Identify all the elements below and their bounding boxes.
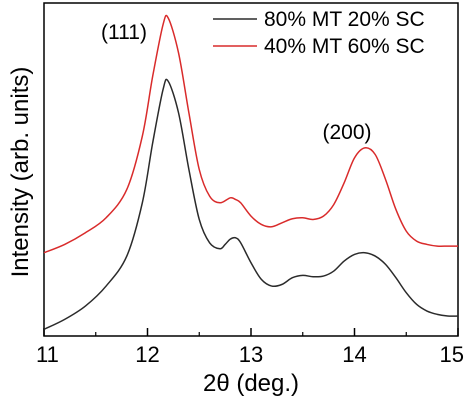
x-tick-label-12: 12: [135, 342, 159, 367]
series-line-0: [43, 78, 459, 331]
annotation-111: (111): [101, 21, 147, 44]
x-axis-title: 2θ (deg.): [203, 370, 299, 397]
plot-curves: [43, 14, 459, 331]
series-line-1: [43, 14, 458, 254]
x-tick-label-14: 14: [342, 342, 366, 367]
x-axis-ticks: 11 12 13 14 15: [36, 328, 464, 367]
legend-label-80mt: 80% MT 20% SC: [264, 8, 425, 31]
x-tick-label-11: 11: [36, 342, 59, 367]
x-tick-label-15: 15: [440, 342, 464, 367]
y-axis-title: Intensity (arb. units): [7, 67, 34, 278]
legend: 80% MT 20% SC 40% MT 60% SC: [213, 8, 425, 58]
legend-label-40mt: 40% MT 60% SC: [264, 35, 425, 58]
x-tick-label-13: 13: [239, 342, 263, 367]
annotation-200: (200): [322, 121, 371, 144]
